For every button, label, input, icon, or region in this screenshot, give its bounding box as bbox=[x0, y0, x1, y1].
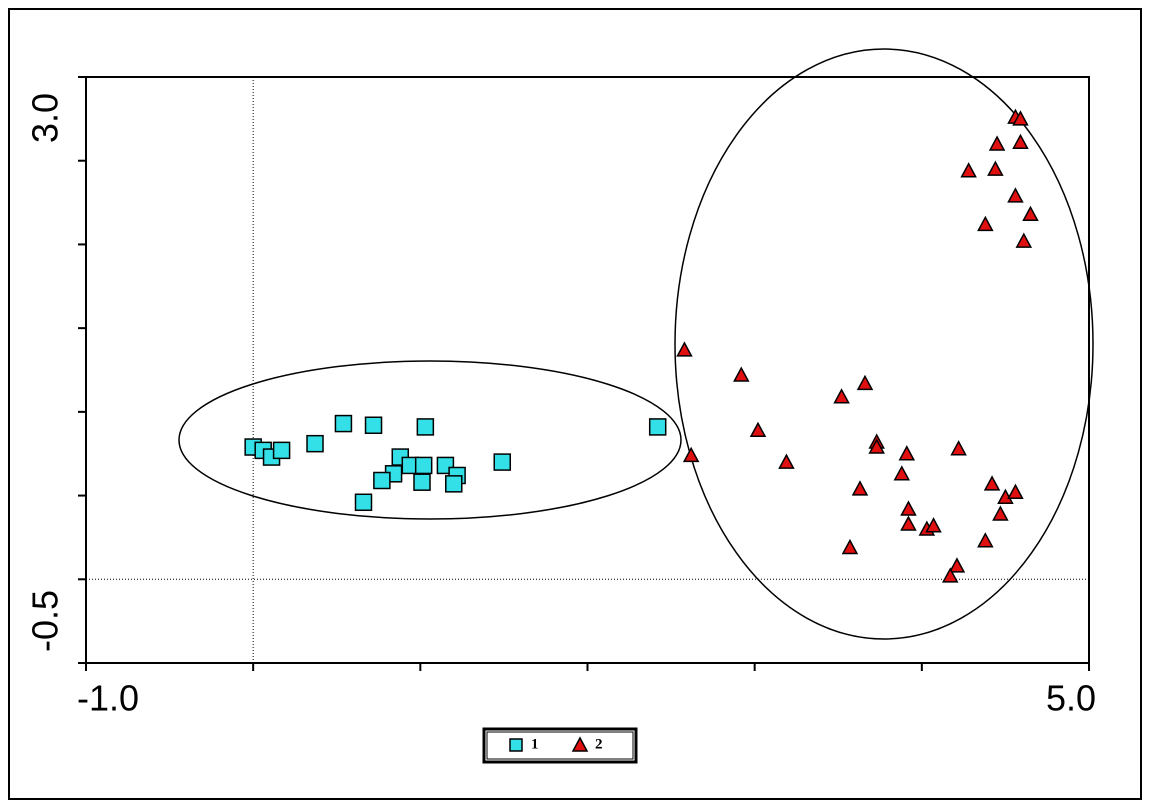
legend-label: 1 bbox=[531, 736, 539, 752]
point bbox=[900, 500, 917, 516]
point bbox=[977, 532, 994, 548]
point bbox=[778, 453, 795, 469]
point bbox=[1007, 187, 1024, 203]
point bbox=[987, 160, 1004, 176]
legend-label: 2 bbox=[595, 736, 603, 752]
point bbox=[948, 557, 966, 573]
x-tick-label: 5.0 bbox=[1046, 678, 1096, 719]
point bbox=[1015, 232, 1033, 248]
point bbox=[373, 471, 391, 490]
point bbox=[960, 162, 977, 178]
point bbox=[988, 135, 1006, 151]
point bbox=[306, 434, 324, 453]
point bbox=[682, 446, 700, 463]
point bbox=[416, 418, 435, 436]
point bbox=[898, 445, 916, 461]
point bbox=[413, 473, 431, 491]
point bbox=[992, 505, 1009, 521]
point bbox=[493, 453, 511, 471]
point bbox=[856, 374, 874, 391]
point bbox=[1007, 483, 1024, 499]
legend-marker bbox=[509, 738, 523, 752]
point bbox=[1012, 133, 1029, 150]
point bbox=[272, 441, 291, 460]
cluster-ellipse bbox=[178, 360, 682, 520]
point bbox=[851, 480, 869, 496]
point bbox=[983, 475, 1001, 491]
y-tick-label: -0.5 bbox=[25, 590, 66, 652]
point bbox=[648, 418, 667, 436]
cluster-ellipse bbox=[674, 48, 1094, 640]
point bbox=[414, 456, 433, 475]
point bbox=[334, 414, 353, 433]
point bbox=[977, 215, 994, 232]
point bbox=[733, 366, 750, 382]
point bbox=[893, 465, 911, 481]
legend bbox=[482, 727, 638, 764]
point bbox=[868, 438, 885, 454]
x-tick-label: -1.0 bbox=[77, 678, 139, 719]
legend-inner bbox=[486, 731, 634, 760]
point bbox=[354, 493, 373, 512]
point bbox=[445, 475, 463, 493]
point bbox=[833, 388, 850, 404]
y-tick-label: 3.0 bbox=[25, 93, 66, 143]
point bbox=[941, 567, 959, 583]
point bbox=[676, 341, 693, 357]
point bbox=[1012, 110, 1029, 126]
point bbox=[925, 517, 942, 533]
point bbox=[900, 515, 917, 531]
point bbox=[950, 440, 967, 456]
point bbox=[749, 421, 767, 438]
legend-marker bbox=[571, 736, 589, 752]
point bbox=[364, 416, 383, 435]
frame bbox=[8, 8, 1142, 800]
point bbox=[1022, 205, 1039, 222]
point bbox=[841, 538, 859, 555]
